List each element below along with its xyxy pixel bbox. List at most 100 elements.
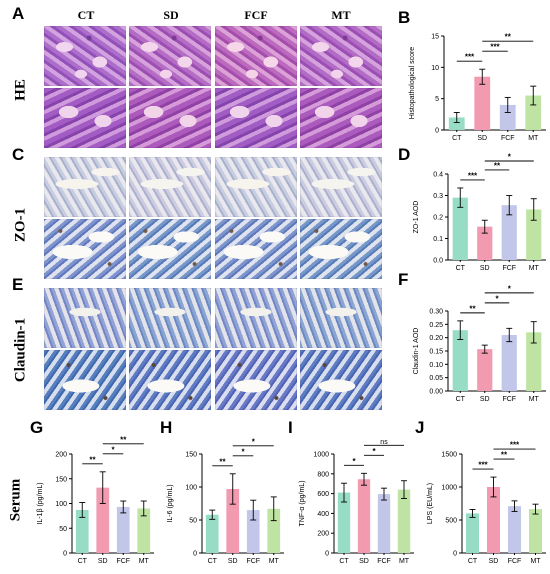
significance-label: *: [508, 153, 512, 162]
y-axis-label: Histopathological score: [409, 47, 416, 119]
row-label-claudin: Claudin-1: [12, 317, 29, 383]
micrograph-zo1-mt-high: [300, 219, 382, 279]
bar-sd: [96, 487, 110, 553]
bar-mt: [526, 209, 542, 260]
bar-sd: [477, 349, 493, 391]
panel-letter-g: G: [30, 418, 44, 437]
bar-fcf: [499, 104, 516, 130]
x-tick-label-mt: MT: [399, 558, 410, 565]
bar-mt: [525, 95, 542, 130]
y-tick-label: 0.05: [429, 375, 443, 382]
significance-label: **: [219, 457, 226, 466]
bar-fcf: [377, 494, 391, 553]
x-tick-label-fcf: FCF: [501, 135, 515, 142]
bar-mt: [397, 489, 411, 553]
micrograph-zo1-sd-high: [129, 219, 211, 279]
significance-label: *: [241, 447, 245, 456]
x-tick-label-fcf: FCF: [502, 265, 516, 272]
bar-sd: [486, 487, 501, 553]
micrograph-he-ct-high: [44, 88, 126, 148]
y-tick-label: 0: [325, 551, 329, 558]
bar-ct: [75, 509, 89, 553]
y-tick-label: 100: [185, 485, 197, 492]
x-tick-label-sd: SD: [477, 135, 487, 142]
y-tick-label: 500: [445, 518, 457, 525]
y-tick-label: 150: [185, 452, 197, 459]
significance-label: *: [508, 284, 512, 293]
y-tick-label: 0.4: [433, 172, 443, 179]
y-axis-label: LPS (EU/mL): [427, 483, 434, 524]
x-tick-label-fcf: FCF: [246, 558, 260, 565]
y-tick-label: 200: [317, 531, 329, 538]
bar-sd: [477, 226, 493, 260]
y-tick-label: 1000: [313, 452, 329, 459]
x-tick-label-fcf: FCF: [508, 558, 522, 565]
x-tick-label-mt: MT: [529, 396, 540, 403]
micrograph-he-ct-low: [44, 26, 126, 86]
micrograph-claudin-mt-high: [300, 350, 382, 410]
y-tick-label: 0.20: [429, 335, 443, 342]
x-tick-label-sd: SD: [480, 265, 490, 272]
micrograph-zo1-ct-high: [44, 219, 126, 279]
bar-fcf: [507, 506, 522, 553]
significance-label: *: [252, 437, 256, 446]
y-tick-label: 0.25: [429, 322, 443, 329]
significance-label: ns: [380, 439, 388, 446]
panel-letter-i: I: [288, 418, 293, 437]
chart-b: 0 5 10 15 Histopathological score CT SD FCF MT **…: [409, 33, 546, 142]
x-tick-label-ct: CT: [208, 558, 218, 565]
y-tick-label: 0.15: [429, 349, 443, 356]
y-tick-label: 0.1: [433, 236, 443, 243]
significance-label: ***: [465, 53, 475, 62]
y-tick-label: 600: [317, 491, 329, 498]
significance-label: *: [352, 457, 356, 466]
y-tick-label: 0: [63, 551, 67, 558]
significance-label: **: [120, 435, 127, 444]
micrograph-he-fcf-low: [215, 26, 297, 86]
significance-label: **: [469, 304, 476, 313]
column-header-fcf: FCF: [244, 8, 268, 22]
significance-label: *: [111, 445, 115, 454]
row-label-serum: Serum: [7, 478, 24, 522]
micrograph-zo1-ct-low: [44, 157, 126, 217]
bar-fcf: [501, 335, 517, 391]
bar-fcf: [501, 205, 517, 260]
significance-label: **: [494, 161, 501, 170]
y-tick-label: 0.2: [433, 215, 443, 222]
significance-label: ***: [490, 43, 500, 52]
x-tick-label-ct: CT: [339, 558, 349, 565]
bar-mt: [267, 508, 281, 553]
panel-letter-a: A: [12, 4, 25, 23]
x-tick-label-sd: SD: [98, 558, 108, 565]
x-tick-label-sd: SD: [480, 396, 490, 403]
y-tick-label: 5: [435, 96, 439, 103]
micrograph-zo1-mt-low: [300, 157, 382, 217]
significance-label: **: [89, 455, 96, 464]
y-tick-label: 10: [431, 65, 439, 72]
panel-letter-d: D: [398, 145, 411, 164]
micrograph-he-mt-low: [300, 26, 382, 86]
y-axis-label: TNF-α (pg/mL): [299, 480, 306, 526]
y-tick-label: 0: [193, 551, 197, 558]
x-tick-label-sd: SD: [489, 558, 499, 565]
y-tick-label: 0.00: [429, 389, 443, 396]
y-tick-label: 200: [55, 452, 67, 459]
y-tick-label: 100: [55, 501, 67, 508]
x-tick-label-sd: SD: [228, 558, 238, 565]
x-tick-label-mt: MT: [269, 558, 280, 565]
bar-mt: [137, 508, 151, 553]
significance-label: **: [505, 33, 512, 42]
bar-mt: [528, 509, 543, 553]
x-tick-label-mt: MT: [530, 558, 541, 565]
y-tick-label: 50: [189, 518, 197, 525]
y-tick-label: 150: [55, 476, 67, 483]
significance-label: ***: [478, 461, 488, 470]
bar-fcf: [116, 506, 130, 553]
micrograph-claudin-fcf-high: [215, 350, 297, 410]
micrograph-zo1-fcf-high: [215, 219, 297, 279]
micrograph-zo1-fcf-low: [215, 157, 297, 217]
y-axis-label: IL-6 (pg/mL): [167, 484, 174, 522]
